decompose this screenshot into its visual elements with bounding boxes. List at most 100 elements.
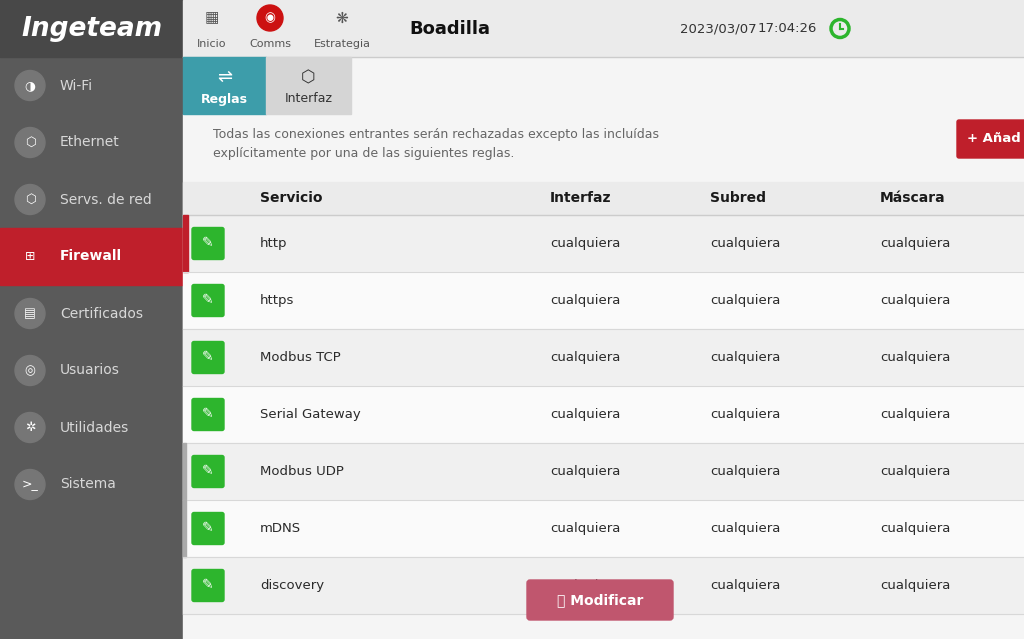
Bar — [0, 0, 183, 57]
Text: ▦: ▦ — [205, 10, 219, 26]
Text: ▤: ▤ — [25, 307, 36, 320]
Text: Sistema: Sistema — [60, 477, 116, 491]
Text: Utilidades: Utilidades — [60, 420, 129, 435]
Bar — [183, 500, 186, 557]
Text: ◎: ◎ — [25, 364, 36, 377]
Text: http: http — [260, 237, 288, 250]
Text: >_: >_ — [22, 478, 38, 491]
FancyBboxPatch shape — [193, 512, 224, 544]
Text: cualquiera: cualquiera — [710, 408, 780, 421]
Text: ⬡: ⬡ — [25, 136, 36, 149]
Text: ⊞: ⊞ — [25, 250, 35, 263]
Text: cualquiera: cualquiera — [550, 294, 621, 307]
Text: ✎: ✎ — [202, 351, 214, 364]
Text: ⬡: ⬡ — [25, 193, 36, 206]
Text: Serial Gateway: Serial Gateway — [260, 408, 360, 421]
Text: discovery: discovery — [260, 579, 325, 592]
Text: ✲: ✲ — [25, 421, 35, 434]
Text: 2023/03/07: 2023/03/07 — [680, 22, 757, 35]
Text: Boadilla: Boadilla — [410, 20, 490, 38]
Text: ⬡: ⬡ — [301, 68, 315, 86]
Text: + Añad: + Añad — [967, 132, 1021, 146]
Text: Subred: Subred — [710, 192, 766, 206]
Text: cualquiera: cualquiera — [550, 237, 621, 250]
FancyBboxPatch shape — [193, 227, 224, 259]
Circle shape — [15, 470, 45, 500]
Text: Inicio: Inicio — [198, 39, 226, 49]
Bar — [183, 182, 1024, 215]
FancyBboxPatch shape — [957, 120, 1024, 158]
Text: Estrategia: Estrategia — [313, 39, 371, 49]
Text: ✎: ✎ — [202, 465, 214, 479]
Text: ❋: ❋ — [336, 10, 348, 26]
Circle shape — [15, 185, 45, 215]
Circle shape — [15, 70, 45, 100]
Text: cualquiera: cualquiera — [880, 351, 950, 364]
Text: Modbus UDP: Modbus UDP — [260, 465, 344, 478]
FancyBboxPatch shape — [193, 569, 224, 601]
Text: Reglas: Reglas — [201, 93, 248, 105]
Text: ◉: ◉ — [264, 12, 275, 24]
Text: cualquiera: cualquiera — [880, 237, 950, 250]
Text: Comms: Comms — [249, 39, 291, 49]
Text: ✎: ✎ — [202, 293, 214, 307]
Bar — [183, 443, 186, 500]
Text: ✎: ✎ — [202, 578, 214, 592]
Text: ⇌: ⇌ — [217, 68, 232, 86]
Text: Servs. de red: Servs. de red — [60, 192, 152, 206]
Text: cualquiera: cualquiera — [880, 522, 950, 535]
Text: 17:04:26: 17:04:26 — [758, 22, 817, 35]
Text: cualquiera: cualquiera — [880, 465, 950, 478]
Text: cualquiera: cualquiera — [710, 465, 780, 478]
Text: cualquiera: cualquiera — [710, 294, 780, 307]
Text: cualquiera: cualquiera — [550, 522, 621, 535]
Text: cualquiera: cualquiera — [880, 294, 950, 307]
Text: cualquiera: cualquiera — [880, 579, 950, 592]
Bar — [183, 57, 266, 114]
Text: Usuarios: Usuarios — [60, 364, 120, 378]
Bar — [183, 215, 1024, 272]
Text: cualquiera: cualquiera — [710, 579, 780, 592]
FancyBboxPatch shape — [193, 284, 224, 316]
Text: Servicio: Servicio — [260, 192, 323, 206]
Text: Certificados: Certificados — [60, 307, 143, 321]
Text: cualquiera: cualquiera — [710, 522, 780, 535]
Text: Todas las conexiones entrantes serán rechazadas excepto las incluídas
explícitam: Todas las conexiones entrantes serán rec… — [213, 128, 659, 160]
Text: Ethernet: Ethernet — [60, 135, 120, 150]
Bar — [0, 0, 183, 639]
Bar — [183, 215, 188, 272]
Text: cualquiera: cualquiera — [550, 408, 621, 421]
Text: https: https — [260, 294, 294, 307]
Bar — [183, 114, 1024, 639]
FancyBboxPatch shape — [193, 341, 224, 374]
Bar — [183, 500, 1024, 557]
Text: Interfaz: Interfaz — [285, 93, 333, 105]
Text: ⧨ Modificar: ⧨ Modificar — [557, 593, 643, 607]
Bar — [351, 57, 1024, 114]
Bar — [183, 386, 1024, 443]
Text: cualquiera: cualquiera — [710, 237, 780, 250]
Text: cualquiera: cualquiera — [880, 408, 950, 421]
FancyBboxPatch shape — [193, 399, 224, 431]
Text: cualquiera: cualquiera — [710, 351, 780, 364]
Text: Wi-Fi: Wi-Fi — [60, 79, 93, 93]
Circle shape — [15, 413, 45, 442]
Text: cualquiera: cualquiera — [550, 465, 621, 478]
FancyBboxPatch shape — [193, 456, 224, 488]
Text: ✎: ✎ — [202, 236, 214, 250]
Text: mDNS: mDNS — [260, 522, 301, 535]
Circle shape — [15, 298, 45, 328]
Circle shape — [15, 242, 45, 272]
Bar — [183, 443, 1024, 500]
Bar — [183, 0, 1024, 57]
Circle shape — [15, 355, 45, 385]
Text: Máscara: Máscara — [880, 192, 945, 206]
Bar — [183, 329, 1024, 386]
FancyBboxPatch shape — [527, 580, 673, 620]
Text: ◑: ◑ — [25, 79, 36, 92]
Text: Modbus TCP: Modbus TCP — [260, 351, 341, 364]
Text: Ingeteam: Ingeteam — [20, 15, 162, 42]
Text: Firewall: Firewall — [60, 249, 122, 263]
Circle shape — [15, 128, 45, 157]
Bar — [183, 557, 1024, 614]
